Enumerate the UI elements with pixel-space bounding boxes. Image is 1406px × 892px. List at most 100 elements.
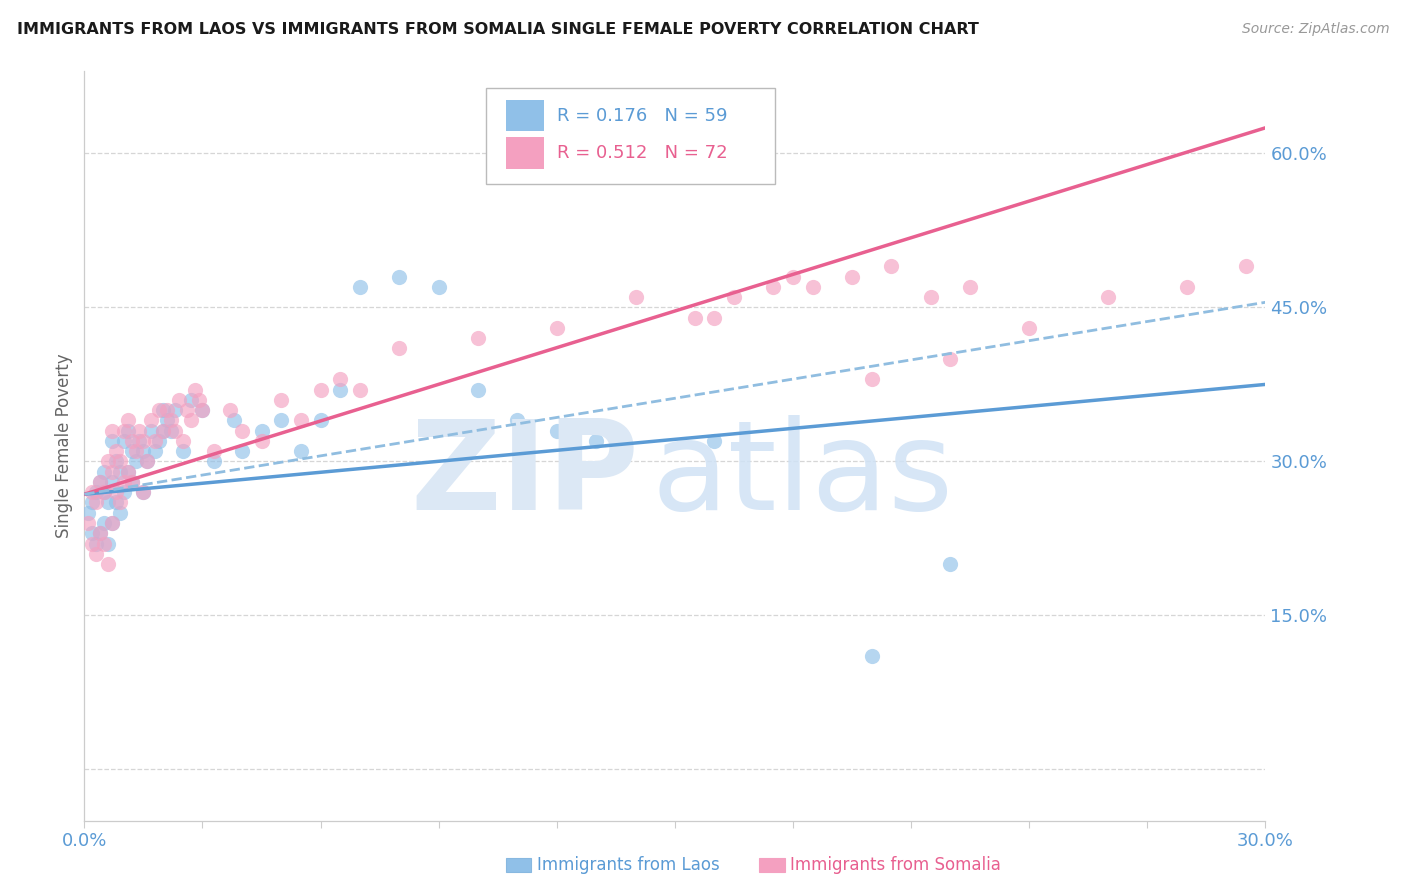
Point	[101, 424, 124, 438]
Point	[723, 290, 745, 304]
Text: IMMIGRANTS FROM LAOS VS IMMIGRANTS FROM SOMALIA SINGLE FEMALE POVERTY CORRELATIO: IMMIGRANTS FROM LAOS VS IMMIGRANTS FROM …	[17, 22, 979, 37]
Point	[163, 403, 186, 417]
Point	[860, 649, 883, 664]
Point	[156, 413, 179, 427]
Point	[959, 280, 981, 294]
Point	[841, 269, 863, 284]
Point	[117, 424, 139, 438]
Point	[467, 383, 489, 397]
Point	[801, 280, 824, 294]
Point	[101, 465, 124, 479]
Point	[143, 444, 166, 458]
Point	[231, 424, 253, 438]
Point	[128, 434, 150, 448]
Point	[349, 280, 371, 294]
Y-axis label: Single Female Poverty: Single Female Poverty	[55, 354, 73, 538]
Point	[84, 547, 107, 561]
Point	[172, 434, 194, 448]
Point	[309, 383, 332, 397]
Point	[191, 403, 214, 417]
Point	[132, 485, 155, 500]
Point	[101, 475, 124, 489]
Point	[101, 516, 124, 530]
Point	[124, 444, 146, 458]
Point	[117, 465, 139, 479]
Point	[104, 444, 127, 458]
Point	[124, 454, 146, 468]
Point	[290, 444, 312, 458]
Point	[231, 444, 253, 458]
Point	[156, 403, 179, 417]
Point	[82, 526, 104, 541]
Point	[112, 424, 135, 438]
Point	[939, 557, 962, 571]
Point	[93, 536, 115, 550]
Text: ZIP: ZIP	[411, 416, 640, 536]
Point	[176, 403, 198, 417]
Point	[121, 475, 143, 489]
Point	[309, 413, 332, 427]
Point	[121, 475, 143, 489]
Point	[222, 413, 245, 427]
Point	[187, 392, 209, 407]
Point	[132, 485, 155, 500]
Bar	[506, 100, 544, 131]
Point	[388, 342, 411, 356]
Point	[132, 434, 155, 448]
Point	[82, 536, 104, 550]
Point	[152, 424, 174, 438]
Point	[77, 506, 100, 520]
Point	[136, 454, 159, 468]
Point	[128, 424, 150, 438]
Point	[82, 485, 104, 500]
Point	[762, 280, 785, 294]
Point	[172, 444, 194, 458]
Point	[782, 269, 804, 284]
Point	[77, 516, 100, 530]
Point	[104, 495, 127, 509]
Point	[97, 454, 120, 468]
Point	[920, 290, 942, 304]
Point	[860, 372, 883, 386]
Point	[290, 413, 312, 427]
Point	[97, 495, 120, 509]
Point	[112, 475, 135, 489]
Point	[93, 485, 115, 500]
Point	[624, 290, 647, 304]
Point	[97, 557, 120, 571]
Point	[585, 434, 607, 448]
Point	[89, 475, 111, 489]
Point	[117, 465, 139, 479]
Point	[93, 465, 115, 479]
Point	[89, 526, 111, 541]
Point	[546, 424, 568, 438]
FancyBboxPatch shape	[486, 87, 775, 184]
Point	[84, 485, 107, 500]
Point	[108, 465, 131, 479]
Point	[270, 413, 292, 427]
Text: Source: ZipAtlas.com: Source: ZipAtlas.com	[1241, 22, 1389, 37]
Point	[101, 434, 124, 448]
Point	[270, 392, 292, 407]
Point	[93, 485, 115, 500]
Point	[1097, 290, 1119, 304]
Point	[388, 269, 411, 284]
Point	[108, 506, 131, 520]
Point	[939, 351, 962, 366]
Point	[202, 454, 225, 468]
Point	[152, 424, 174, 438]
Point	[250, 424, 273, 438]
Point	[191, 403, 214, 417]
Point	[329, 372, 352, 386]
Point	[121, 434, 143, 448]
Point	[703, 310, 725, 325]
Point	[546, 321, 568, 335]
Point	[148, 434, 170, 448]
Text: atlas: atlas	[651, 416, 953, 536]
Point	[141, 413, 163, 427]
Point	[136, 454, 159, 468]
Point	[160, 424, 183, 438]
Point	[112, 434, 135, 448]
Point	[108, 495, 131, 509]
Point	[152, 403, 174, 417]
